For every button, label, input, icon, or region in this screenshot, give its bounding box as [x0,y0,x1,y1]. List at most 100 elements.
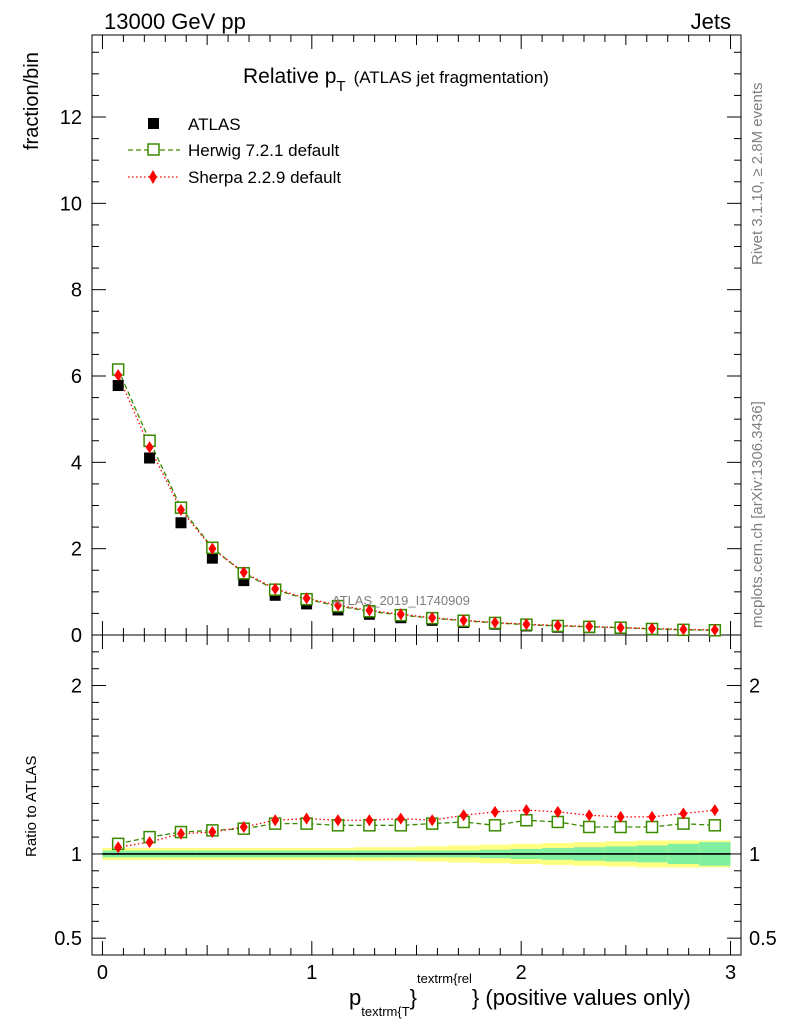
sherpa-data-point [616,621,625,634]
ratio-herwig-point [708,819,722,832]
side-label-rivet: Rivet 3.1.10, ≥ 2.8M events [749,83,766,266]
x-label-subscript: textrm{T [361,1004,409,1019]
ratio-sherpa-point [585,809,594,822]
x-tick-label: 1 [306,962,317,984]
legend-sherpa-marker [149,170,157,184]
plot-title-main: Relative p [243,65,336,88]
ratio-sherpa-point [302,812,311,825]
sherpa-data-point [522,618,531,631]
x-label-main: p [349,985,361,1010]
ratio-sherpa-point [145,836,154,849]
ratio-uncertainty-band [102,840,731,868]
sherpa-data-point [679,623,688,636]
main-y-tick-label: 4 [71,452,82,474]
ratio-herwig-point [677,817,690,830]
legend-atlas-marker [148,118,159,129]
main-herwig-line [117,369,715,631]
main-y-tick-label: 0 [71,625,82,647]
ratio-herwig-point [614,820,627,834]
y-axis-label-main: fraction/bin [21,52,43,150]
ratio-y-tick-label: 1 [71,844,82,866]
ratio-y-tick-label: 2 [71,676,82,698]
ratio-y-tick-label-right: 1 [749,844,760,866]
ratio-sherpa-point [396,812,405,825]
sherpa-data-point [710,623,719,636]
ratio-sherpa-point [616,810,625,823]
ratio-y-tick-label: 0.5 [54,928,82,950]
ratio-sherpa-point [365,814,374,827]
x-axis-label: ptextrm{T}textrm{rel} (positive values o… [349,971,691,1019]
sherpa-data-point [648,622,657,635]
main-y-tick-label: 10 [60,193,82,215]
ratio-sherpa-point [333,814,342,827]
legend-sherpa-label: Sherpa 2.2.9 default [188,168,341,187]
x-tick-label: 2 [516,962,527,984]
ratio-sherpa-point [114,841,123,854]
legend-herwig-label: Herwig 7.2.1 default [188,141,339,160]
x-label-suffix: (positive values only) [479,985,691,1010]
ratio-sherpa-point [428,814,437,827]
sherpa-data-point [302,592,311,605]
sherpa-data-point [396,608,405,621]
atlas-data-point [144,452,156,464]
legend-herwig-marker [147,143,160,156]
header-left-label: 13000 GeV pp [104,9,246,34]
sherpa-data-point [553,619,562,632]
ratio-sherpa-point [239,821,248,833]
ratio-sherpa-point [679,807,688,820]
atlas-data-point [175,517,187,529]
ratio-plot-frame [91,634,742,956]
ratio-y-tick-label-right: 0.5 [749,928,777,950]
x-label-close: } [472,985,479,1010]
sherpa-data-point [365,604,374,617]
sherpa-data-point [176,503,185,516]
atlas-data-point [206,552,218,564]
sherpa-data-point [459,614,468,627]
legend-atlas-label: ATLAS [188,115,241,134]
x-label-brace: } [410,985,417,1010]
plot-title: Relative pT (ATLAS jet fragmentation) [243,65,549,95]
legend: ATLAS Herwig 7.2.1 default Sherpa 2.2.9 … [128,115,341,187]
plot-title-subscript: T [336,78,345,95]
sherpa-data-point [333,599,342,612]
x-tick-label: 0 [97,962,108,984]
ratio-herwig-point [520,814,533,827]
ratio-y-tick-label-right: 2 [749,676,760,698]
side-label-mcplots: mcplots.cern.ch [arXiv:1306.3436] [749,401,766,628]
ratio-sherpa-point [522,804,531,817]
ratio-sherpa-point [710,804,719,817]
ratio-sherpa-point [553,805,562,818]
ratio-herwig-point [551,815,565,829]
sherpa-data-point [491,616,500,629]
header-right-label: Jets [691,9,731,34]
sherpa-data-point [585,620,594,633]
main-y-tick-label: 6 [71,366,82,388]
ratio-herwig-point [645,820,659,834]
sherpa-data-point [239,566,248,579]
main-y-tick-label: 8 [71,280,82,302]
x-label-superscript: textrm{rel [417,971,472,986]
x-tick-label: 3 [725,962,736,984]
ratio-herwig-point [488,819,502,832]
atlas-data-point [112,380,124,392]
sherpa-data-point [114,369,123,382]
ratio-sherpa-point [208,826,217,839]
sherpa-data-point [428,611,437,624]
ratio-sherpa-point [648,810,657,823]
sherpa-data-point [271,582,280,595]
atlas-data-point [238,575,250,587]
sherpa-data-point [208,542,217,555]
main-y-tick-label: 12 [60,107,82,129]
y-axis-label-ratio: Ratio to ATLAS [23,756,40,857]
ratio-sherpa-point [459,809,468,822]
main-sherpa-line [117,374,715,631]
ratio-sherpa-point [491,805,500,818]
main-y-tick-label: 2 [71,539,82,561]
analysis-watermark: ATLAS_2019_I1740909 [332,593,470,608]
plot-title-extra: (ATLAS jet fragmentation) [354,68,549,87]
ratio-herwig-point [582,820,596,834]
ratio-sherpa-point [271,814,280,827]
sherpa-data-point [145,441,154,454]
